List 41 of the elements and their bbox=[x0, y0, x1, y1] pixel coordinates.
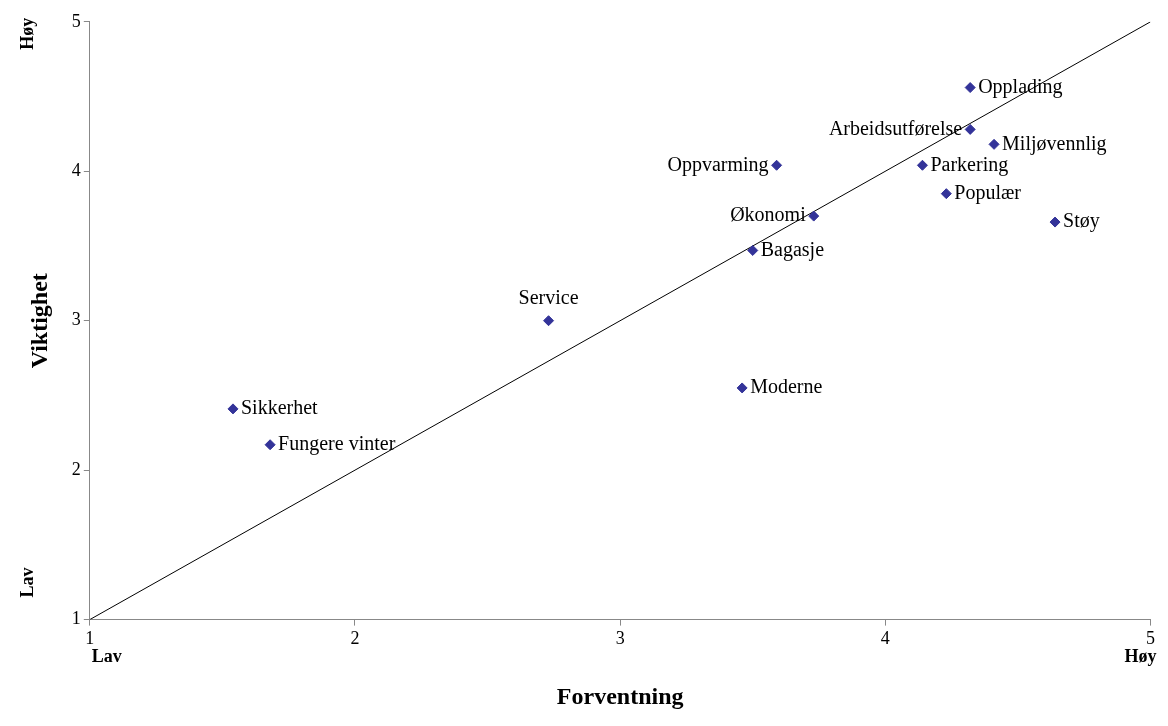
y-tick-label: 4 bbox=[71, 159, 81, 180]
x-tick-label: 1 bbox=[85, 628, 95, 649]
y-tick-label: 2 bbox=[71, 458, 81, 479]
x-axis-title: Forventning bbox=[556, 682, 684, 709]
y-axis-title: Viktighet bbox=[25, 273, 52, 369]
x-tick-label: 5 bbox=[1146, 628, 1155, 649]
series-label: Bagasje bbox=[760, 237, 825, 261]
series-label: Arbeidsutførelse bbox=[828, 116, 963, 139]
y-tick-label: 3 bbox=[71, 309, 81, 330]
x-tick-label: 4 bbox=[880, 628, 890, 649]
series-label: Sikkerhet bbox=[240, 396, 319, 419]
series-label: Moderne bbox=[750, 375, 823, 398]
series-label: Parkering bbox=[930, 152, 1009, 176]
series-label: Fungere vinter bbox=[278, 431, 396, 455]
text: Lav bbox=[91, 646, 122, 667]
point bbox=[264, 439, 276, 451]
series-label: Oppvarming bbox=[667, 152, 769, 176]
text: Høy bbox=[1124, 646, 1157, 667]
text: Høy bbox=[16, 17, 37, 50]
series-label: Miljøvennlig bbox=[1002, 131, 1107, 155]
point bbox=[747, 244, 759, 256]
point bbox=[940, 188, 952, 200]
x-tick-label: 3 bbox=[615, 628, 625, 649]
point bbox=[1049, 216, 1061, 228]
x-tick-label: 2 bbox=[350, 628, 360, 649]
series-label: Service bbox=[518, 285, 579, 308]
point bbox=[808, 210, 820, 222]
point bbox=[916, 159, 928, 171]
series-label: Populær bbox=[954, 180, 1022, 204]
y-tick-label: 1 bbox=[71, 608, 81, 629]
point bbox=[771, 159, 783, 171]
series-label: Støy bbox=[1063, 209, 1100, 233]
y-tick-label: 5 bbox=[71, 10, 81, 31]
point bbox=[964, 82, 976, 94]
point bbox=[736, 382, 748, 394]
point bbox=[964, 123, 976, 135]
point bbox=[543, 315, 555, 327]
point bbox=[988, 138, 1000, 150]
text: Lav bbox=[16, 567, 37, 598]
series-label: Økonomi bbox=[730, 203, 807, 226]
point bbox=[227, 403, 239, 415]
